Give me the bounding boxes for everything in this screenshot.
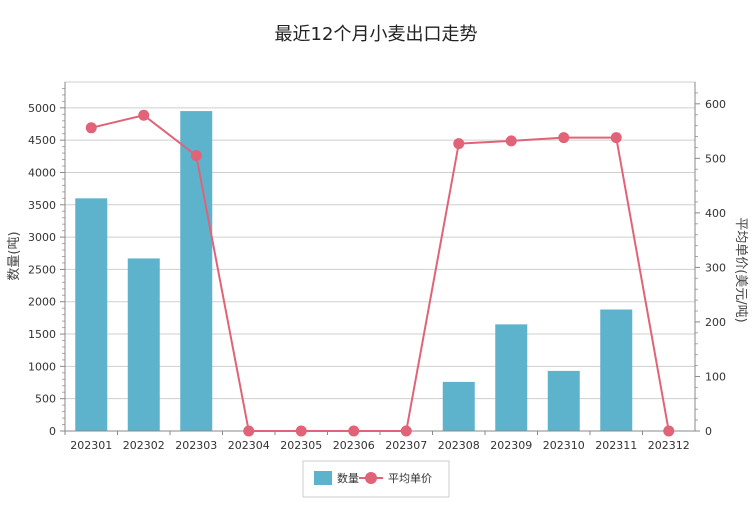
legend: 数量 平均单价 xyxy=(302,460,450,498)
bar-202310 xyxy=(547,370,580,431)
x-tick-label: 202303 xyxy=(175,439,217,452)
ticks-layer: 0500100015002000250030003500400045005000… xyxy=(28,98,726,452)
x-tick-label: 202309 xyxy=(490,439,532,452)
x-tick-label: 202301 xyxy=(70,439,112,452)
y-right-tick-label: 200 xyxy=(705,316,726,329)
x-tick-label: 202308 xyxy=(438,439,480,452)
x-tick-label: 202311 xyxy=(595,439,637,452)
price-line xyxy=(91,114,670,432)
grid-layer xyxy=(64,81,696,432)
bar-202311 xyxy=(600,309,633,431)
price-point-202307 xyxy=(400,425,412,437)
bars-layer xyxy=(75,111,633,431)
price-point-202303 xyxy=(190,150,202,162)
x-tick-label: 202302 xyxy=(123,439,165,452)
y-left-tick-label: 4500 xyxy=(28,134,56,147)
y-right-tick-label: 400 xyxy=(705,207,726,220)
x-tick-label: 202306 xyxy=(333,439,375,452)
chart-title: 最近12个月小麦出口走势 xyxy=(275,24,478,45)
legend-label-price: 平均单价 xyxy=(388,472,432,485)
line-layer xyxy=(85,109,675,437)
price-point-202312 xyxy=(663,425,675,437)
price-point-202302 xyxy=(138,109,150,121)
price-point-202309 xyxy=(505,135,517,147)
price-point-202305 xyxy=(295,425,307,437)
x-tick-label: 202310 xyxy=(543,439,585,452)
price-point-202311 xyxy=(610,132,622,144)
y-left-tick-label: 4000 xyxy=(28,166,56,179)
x-tick-label: 202312 xyxy=(648,439,690,452)
price-point-202306 xyxy=(348,425,360,437)
bar-202302 xyxy=(127,258,160,431)
bar-202309 xyxy=(495,324,528,431)
price-point-202310 xyxy=(558,132,570,144)
y-left-tick-label: 1000 xyxy=(28,360,56,373)
price-point-202304 xyxy=(243,425,255,437)
x-tick-label: 202307 xyxy=(385,439,427,452)
y-left-tick-label: 2000 xyxy=(28,296,56,309)
y-axis-right-title: 平均单价(美元/吨) xyxy=(733,217,748,323)
legend-swatch-quantity xyxy=(314,471,332,485)
legend-marker-price xyxy=(365,472,377,484)
y-left-tick-label: 1500 xyxy=(28,328,56,341)
y-right-tick-label: 100 xyxy=(705,370,726,383)
y-right-tick-label: 600 xyxy=(705,98,726,111)
y-axis-left-title: 数量(吨) xyxy=(7,231,22,280)
bar-202301 xyxy=(75,198,108,431)
bar-202303 xyxy=(180,111,213,431)
y-left-tick-label: 5000 xyxy=(28,102,56,115)
price-point-202301 xyxy=(85,122,97,134)
bar-202308 xyxy=(442,381,475,431)
y-right-tick-label: 500 xyxy=(705,152,726,165)
x-tick-label: 202304 xyxy=(228,439,270,452)
y-right-tick-label: 300 xyxy=(705,261,726,274)
y-left-tick-label: 500 xyxy=(35,393,56,406)
legend-label-quantity: 数量 xyxy=(337,472,359,485)
y-left-tick-label: 3500 xyxy=(28,199,56,212)
x-tick-label: 202305 xyxy=(280,439,322,452)
y-right-tick-label: 0 xyxy=(705,425,712,438)
y-left-tick-label: 0 xyxy=(49,425,56,438)
y-left-tick-label: 3000 xyxy=(28,231,56,244)
price-point-202308 xyxy=(453,138,465,150)
y-left-tick-label: 2500 xyxy=(28,263,56,276)
